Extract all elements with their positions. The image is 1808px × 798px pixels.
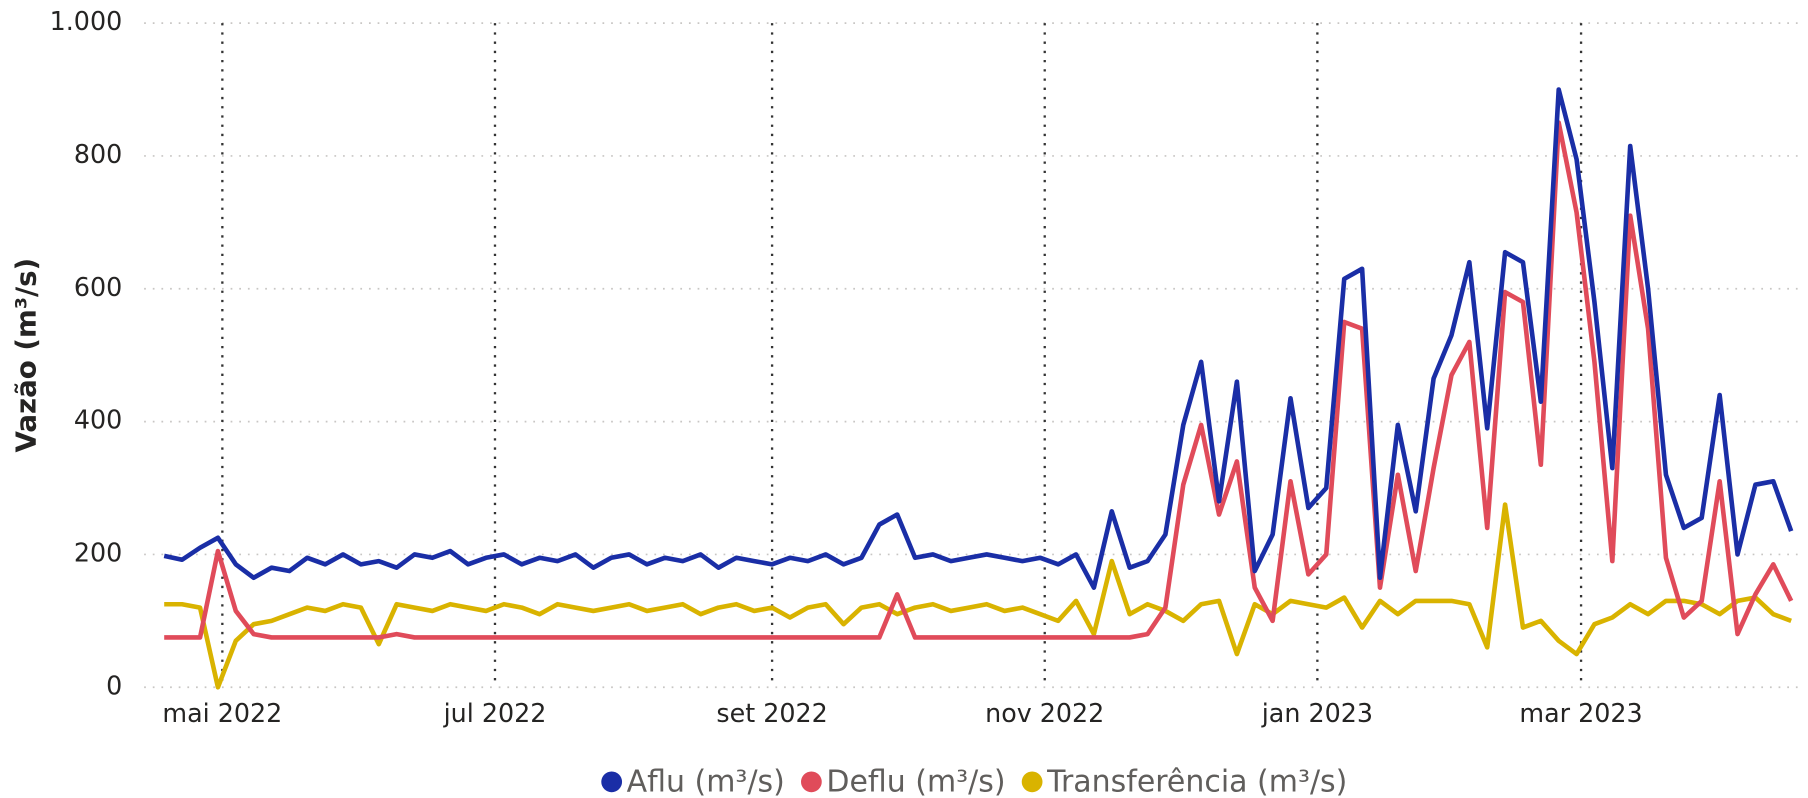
y-tick-label: 0: [106, 670, 122, 700]
x-tick-label: jul 2022: [443, 698, 547, 728]
x-tick-label: set 2022: [716, 698, 827, 728]
x-tick-label: mai 2022: [162, 698, 282, 728]
data-line: [163, 87, 1794, 590]
y-tick-label: 400: [74, 405, 122, 435]
data-line: [164, 502, 1792, 690]
x-tick-label: jan 2023: [1261, 698, 1373, 728]
data-line: [164, 120, 1794, 640]
legend-marker: [1021, 771, 1043, 793]
y-tick-label: 200: [74, 537, 122, 567]
y-tick-label: 600: [74, 272, 122, 302]
y-axis-label: Vazão (m³/s): [10, 258, 43, 453]
legend-label: Deflu (m³/s): [826, 764, 1005, 798]
legend-marker: [601, 771, 623, 793]
y-tick-label: 1.000: [50, 6, 123, 36]
legend-label: Aflu (m³/s): [627, 764, 785, 798]
x-tick-label: mar 2023: [1519, 698, 1642, 728]
y-tick-label: 800: [74, 139, 122, 169]
legend: Aflu (m³/s) Deflu (m³/s) Transferência (m³…: [601, 764, 1347, 798]
legend-marker: [801, 771, 822, 793]
legend-label: Transferência (m³/s): [1046, 764, 1347, 798]
x-tick-label: nov 2022: [985, 698, 1104, 728]
